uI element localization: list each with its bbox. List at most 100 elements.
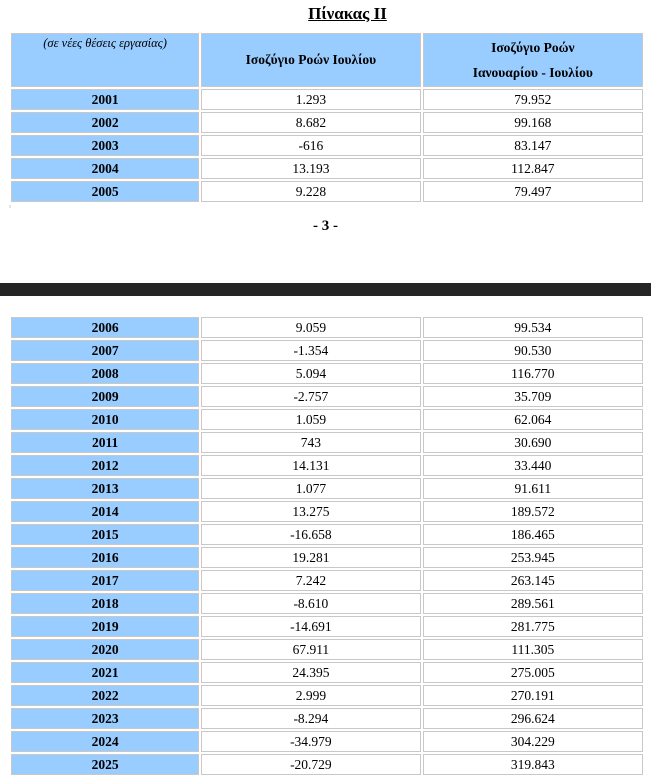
table-row: 2012 14.131 33.440 [11,455,643,476]
jan-jul-balance-cell: 83.147 [422,135,643,156]
jan-jul-balance-cell: 35.709 [422,386,643,407]
table-row: 2009 -2.757 35.709 [11,386,643,407]
year-cell: 2022 [11,685,200,706]
jan-jul-balance-cell: 275.005 [422,662,643,683]
july-balance-cell: 19.281 [201,547,421,568]
jan-jul-balance-cell: 263.145 [422,570,643,591]
year-cell: 2003 [11,135,200,156]
table-row: 2010 1.059 62.064 [11,409,643,430]
year-cell: 2009 [11,386,200,407]
page-number: - 3 - [313,218,338,234]
july-balance-cell: -20.729 [201,754,421,775]
jan-jul-balance-cell: 319.843 [422,754,643,775]
year-cell: 2006 [11,317,200,338]
year-cell: 2011 [11,432,200,453]
table-title: Πίνακας ΙΙ [308,4,387,23]
jan-jul-balance-cell: 186.465 [422,524,643,545]
july-balance-header: Ισοζύγιο Ροών Ιουλίου [201,33,421,87]
jan-jul-balance-cell: 281.775 [422,616,643,637]
table-row: 2025 -20.729 319.843 [11,754,643,775]
table-row: 2019 -14.691 281.775 [11,616,643,637]
table-row: 2015 -16.658 186.465 [11,524,643,545]
july-balance-cell: 2.999 [201,685,421,706]
table-edge-mark [9,205,11,208]
jan-jul-balance-cell: 189.572 [422,501,643,522]
jan-jul-balance-cell: 30.690 [422,432,643,453]
july-balance-cell: 13.193 [201,158,421,179]
table-row: 2017 7.242 263.145 [11,570,643,591]
july-balance-cell: 1.059 [201,409,421,430]
july-balance-cell: 8.682 [201,112,421,133]
jan-jul-balance-cell: 62.064 [422,409,643,430]
table-row: 2004 13.193 112.847 [11,158,643,179]
year-cell: 2020 [11,639,200,660]
table-row: 2023 -8.294 296.624 [11,708,643,729]
unit-note-header: (σε νέες θέσεις εργασίας) [11,33,200,87]
year-cell: 2019 [11,616,200,637]
unit-note: (σε νέες θέσεις εργασίας) [43,36,167,50]
july-balance-cell: 7.242 [201,570,421,591]
july-balance-cell: 1.077 [201,478,421,499]
year-cell: 2025 [11,754,200,775]
year-cell: 2017 [11,570,200,591]
page-divider [0,283,651,296]
table-row: 2006 9.059 99.534 [11,317,643,338]
table-row: 2002 8.682 99.168 [11,112,643,133]
year-cell: 2024 [11,731,200,752]
jan-jul-header-line1: Ισοζύγιο Ροών [491,39,575,55]
july-balance-cell: -8.294 [201,708,421,729]
year-cell: 2010 [11,409,200,430]
jan-jul-balance-header: Ισοζύγιο Ροών Ιανουαρίου - Ιουλίου [422,33,643,87]
year-cell: 2007 [11,340,200,361]
july-balance-cell: -34.979 [201,731,421,752]
july-balance-cell: -616 [201,135,421,156]
table-row: 2001 1.293 79.952 [11,89,643,110]
july-balance-cell: 14.131 [201,455,421,476]
year-cell: 2008 [11,363,200,384]
jan-jul-balance-cell: 111.305 [422,639,643,660]
data-table-bottom: 2006 9.059 99.534 2007 -1.354 90.530 2008 5.094… [9,315,645,777]
july-balance-cell: -14.691 [201,616,421,637]
july-balance-cell: 67.911 [201,639,421,660]
table-row: 2007 -1.354 90.530 [11,340,643,361]
table-row: 2014 13.275 189.572 [11,501,643,522]
year-cell: 2004 [11,158,200,179]
table-row: 2003 -616 83.147 [11,135,643,156]
jan-jul-balance-cell: 91.611 [422,478,643,499]
jan-jul-balance-cell: 99.168 [422,112,643,133]
july-balance-cell: -2.757 [201,386,421,407]
jan-jul-balance-cell: 304.229 [422,731,643,752]
july-balance-cell: 1.293 [201,89,421,110]
year-cell: 2021 [11,662,200,683]
jan-jul-balance-cell: 116.770 [422,363,643,384]
year-cell: 2014 [11,501,200,522]
year-cell: 2023 [11,708,200,729]
july-balance-cell: 9.059 [201,317,421,338]
july-balance-cell: -1.354 [201,340,421,361]
year-cell: 2016 [11,547,200,568]
july-balance-cell: 5.094 [201,363,421,384]
jan-jul-balance-cell: 79.497 [422,181,643,202]
jan-jul-header-line2: Ιανουαρίου - Ιουλίου [472,64,593,80]
jan-jul-balance-cell: 289.561 [422,593,643,614]
year-cell: 2005 [11,181,200,202]
year-cell: 2015 [11,524,200,545]
year-cell: 2002 [11,112,200,133]
data-table-top: (σε νέες θέσεις εργασίας) Ισοζύγιο Ροών … [9,31,645,204]
jan-jul-balance-cell: 112.847 [422,158,643,179]
jan-jul-balance-cell: 79.952 [422,89,643,110]
table-row: 2016 19.281 253.945 [11,547,643,568]
table-row: 2018 -8.610 289.561 [11,593,643,614]
july-balance-cell: -8.610 [201,593,421,614]
table-row: 2022 2.999 270.191 [11,685,643,706]
table-row: 2005 9.228 79.497 [11,181,643,202]
table-row: 2021 24.395 275.005 [11,662,643,683]
july-balance-cell: 9.228 [201,181,421,202]
year-cell: 2013 [11,478,200,499]
jan-jul-balance-cell: 99.534 [422,317,643,338]
july-balance-cell: 743 [201,432,421,453]
jan-jul-balance-cell: 33.440 [422,455,643,476]
jan-jul-balance-cell: 270.191 [422,685,643,706]
jan-jul-balance-cell: 296.624 [422,708,643,729]
jan-jul-balance-cell: 253.945 [422,547,643,568]
